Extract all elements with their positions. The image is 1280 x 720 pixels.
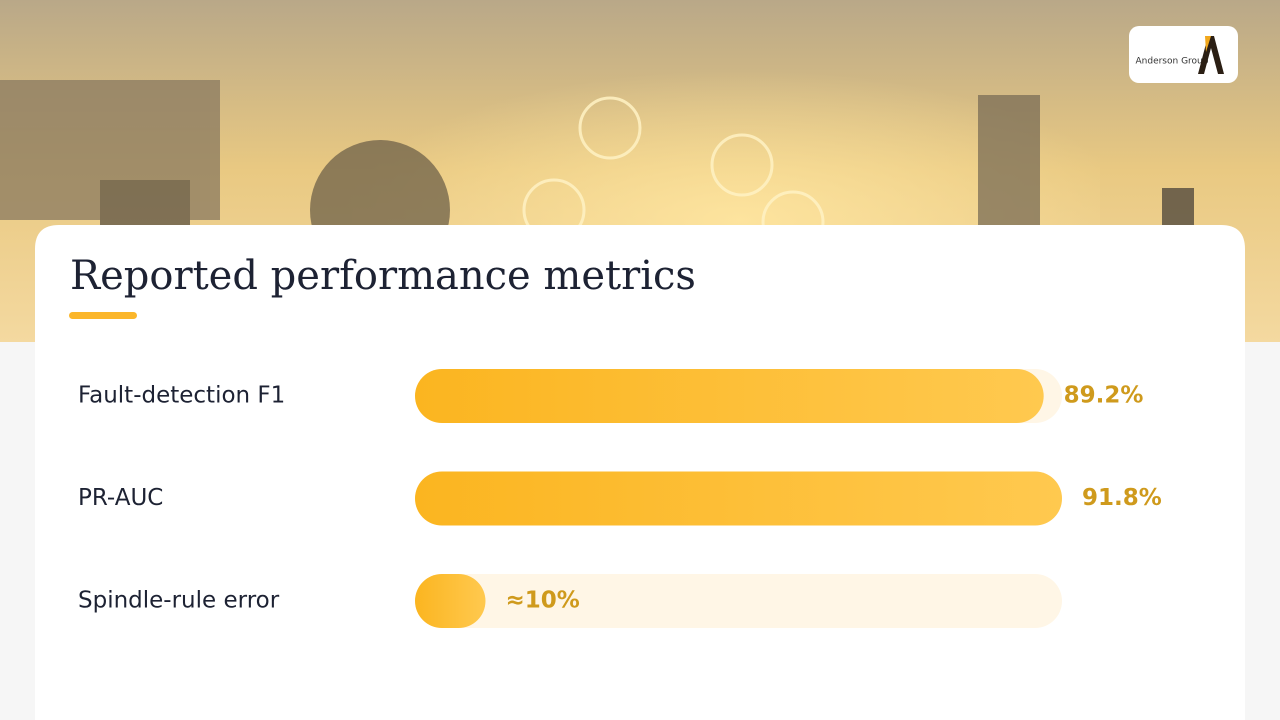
- bar: [415, 369, 1044, 423]
- bar: [415, 471, 1062, 526]
- value-label: 91.8%: [1082, 485, 1162, 511]
- bar-track: [415, 574, 1062, 628]
- chart-title: Reported performance metrics: [70, 253, 696, 299]
- logo-mark: [1198, 36, 1224, 74]
- bar: [415, 574, 486, 628]
- category-label: Fault-detection F1: [78, 383, 285, 409]
- value-label: ≈10%: [505, 588, 579, 614]
- value-label: 89.2%: [1064, 383, 1144, 409]
- logo-text: Anderson Group: [1136, 57, 1209, 67]
- category-label: PR-AUC: [78, 485, 163, 511]
- logo-accent: [1205, 36, 1211, 52]
- logo-box: [1129, 26, 1238, 83]
- title-underline: [69, 312, 137, 319]
- category-label: Spindle-rule error: [78, 588, 280, 614]
